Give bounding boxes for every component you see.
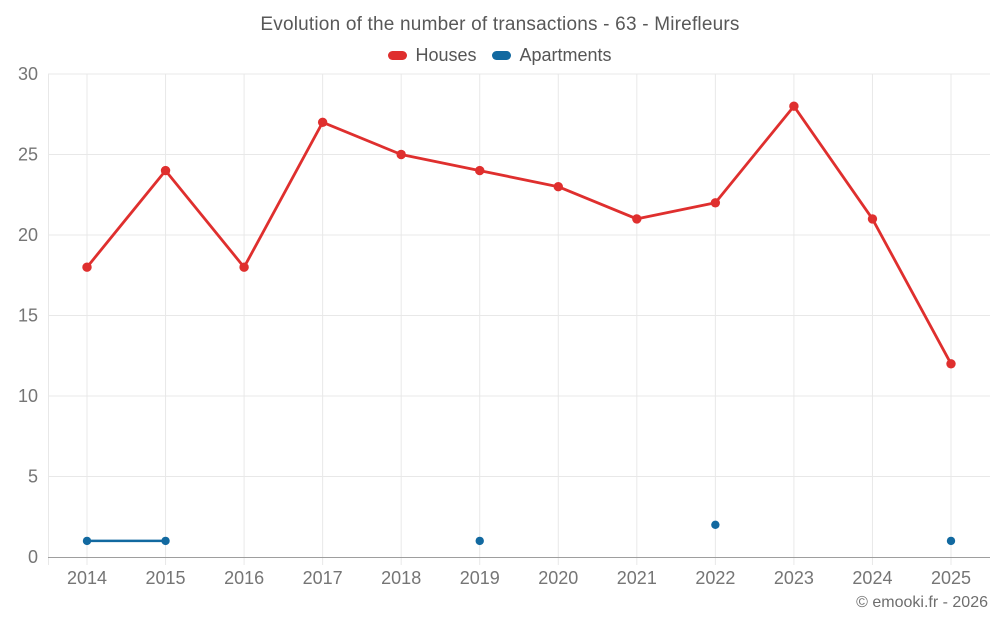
data-point-houses-2019 xyxy=(475,165,485,176)
chart-legend: Houses Apartments xyxy=(0,45,1000,66)
data-point-houses-2025 xyxy=(946,359,956,369)
attribution-text: © emooki.fr - 2026 xyxy=(856,594,988,611)
data-point-apartments-2014 xyxy=(82,536,92,546)
x-axis-tick-label: 2016 xyxy=(224,568,264,588)
x-axis-tick-label: 2024 xyxy=(852,568,892,588)
y-axis-tick-label: 25 xyxy=(18,145,38,165)
data-point-houses-2021 xyxy=(632,214,642,224)
data-point-apartments-2022 xyxy=(711,520,720,529)
data-point-apartments-2019 xyxy=(475,536,484,546)
data-point-apartments-2015 xyxy=(161,536,170,546)
y-axis-tick-label: 5 xyxy=(28,467,38,487)
x-axis-tick-label: 2023 xyxy=(774,568,814,588)
data-point-houses-2018 xyxy=(396,149,406,160)
data-point-houses-2020 xyxy=(553,182,563,192)
x-axis-tick-label: 2014 xyxy=(67,568,107,588)
data-point-houses-2023 xyxy=(789,101,799,111)
y-axis-tick-label: 0 xyxy=(28,547,38,567)
x-axis-tick-label: 2017 xyxy=(303,568,343,588)
x-axis-tick-label: 2022 xyxy=(695,568,735,588)
data-point-houses-2014 xyxy=(82,262,92,272)
legend-item-houses[interactable]: Houses xyxy=(388,45,476,66)
data-point-houses-2016 xyxy=(239,262,249,272)
y-axis-tick-label: 30 xyxy=(18,64,38,84)
data-point-houses-2024 xyxy=(867,214,878,224)
x-axis-tick-label: 2015 xyxy=(146,568,186,588)
legend-swatch-apartments xyxy=(492,51,512,60)
x-axis-tick-label: 2018 xyxy=(381,568,421,588)
legend-label-houses: Houses xyxy=(415,45,477,65)
x-axis-tick-label: 2021 xyxy=(617,568,657,588)
y-axis-tick-label: 20 xyxy=(18,225,38,245)
x-axis-tick-label: 2025 xyxy=(931,568,971,588)
y-axis-tick-label: 10 xyxy=(18,386,38,406)
series-line-houses xyxy=(85,104,953,366)
x-axis-tick-label: 2019 xyxy=(460,568,500,588)
x-axis-tick-label: 2020 xyxy=(538,568,578,588)
data-point-houses-2022 xyxy=(710,198,721,208)
legend-item-apartments[interactable]: Apartments xyxy=(492,45,612,66)
data-point-houses-2017 xyxy=(317,117,328,128)
legend-label-apartments: Apartments xyxy=(519,45,612,65)
data-point-apartments-2025 xyxy=(946,536,956,546)
y-axis-tick-label: 15 xyxy=(18,306,38,326)
data-point-houses-2015 xyxy=(160,165,171,176)
chart-title: Evolution of the number of transactions … xyxy=(260,14,740,35)
legend-swatch-houses xyxy=(388,51,408,60)
